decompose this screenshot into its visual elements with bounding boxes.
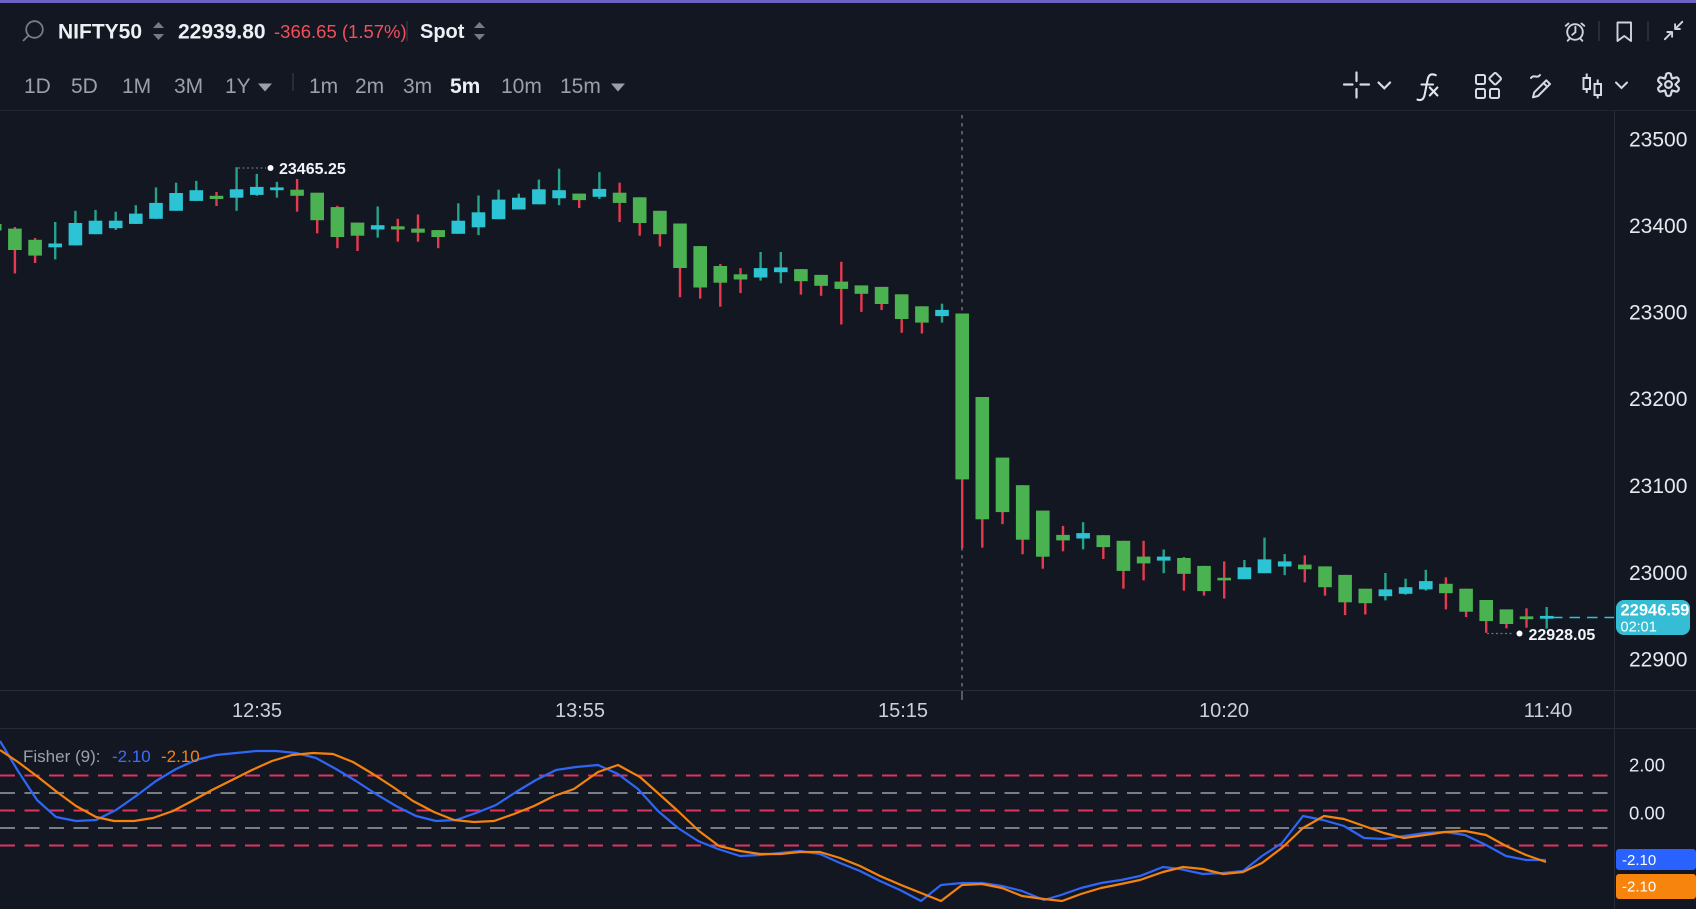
svg-text:10:20: 10:20 — [1199, 700, 1249, 722]
svg-text:-2.10: -2.10 — [112, 747, 151, 766]
svg-text:23000: 23000 — [1629, 562, 1687, 585]
svg-text:02:01: 02:01 — [1621, 620, 1657, 636]
svg-text:23400: 23400 — [1629, 215, 1687, 238]
svg-text:1M: 1M — [122, 75, 151, 98]
svg-text:-2.10: -2.10 — [161, 747, 200, 766]
svg-text:22900: 22900 — [1629, 649, 1687, 672]
svg-text:15m: 15m — [560, 75, 601, 98]
svg-text:13:55: 13:55 — [555, 700, 605, 722]
svg-text:15:15: 15:15 — [878, 700, 928, 722]
svg-text:-2.10: -2.10 — [1622, 879, 1656, 896]
svg-text:Spot: Spot — [420, 21, 465, 43]
svg-text:2.00: 2.00 — [1629, 755, 1665, 776]
svg-text:10m: 10m — [501, 75, 542, 98]
svg-text:23200: 23200 — [1629, 388, 1687, 411]
svg-text:12:35: 12:35 — [232, 700, 282, 722]
svg-text:5D: 5D — [71, 75, 98, 98]
svg-text:1Y: 1Y — [225, 75, 251, 98]
svg-text:3M: 3M — [174, 75, 203, 98]
svg-text:22928.05: 22928.05 — [1529, 627, 1596, 644]
svg-text:-366.65 (1.57%): -366.65 (1.57%) — [274, 21, 407, 42]
svg-text:22946.59: 22946.59 — [1621, 602, 1690, 620]
svg-text:23500: 23500 — [1629, 129, 1687, 152]
svg-text:1D: 1D — [24, 75, 51, 98]
svg-text:23465.25: 23465.25 — [279, 161, 346, 178]
svg-text:3m: 3m — [403, 75, 432, 98]
svg-text:1m: 1m — [309, 75, 338, 98]
svg-text:NIFTY50: NIFTY50 — [58, 21, 142, 44]
svg-text:22939.80: 22939.80 — [178, 21, 266, 44]
svg-text:0.00: 0.00 — [1629, 803, 1665, 824]
svg-text:5m: 5m — [450, 75, 480, 98]
svg-text:23100: 23100 — [1629, 475, 1687, 498]
svg-text:11:40: 11:40 — [1524, 700, 1573, 722]
svg-text:23300: 23300 — [1629, 302, 1687, 325]
svg-text:-2.10: -2.10 — [1622, 852, 1656, 869]
svg-text:Fisher (9):: Fisher (9): — [23, 747, 100, 766]
svg-text:2m: 2m — [355, 75, 384, 98]
